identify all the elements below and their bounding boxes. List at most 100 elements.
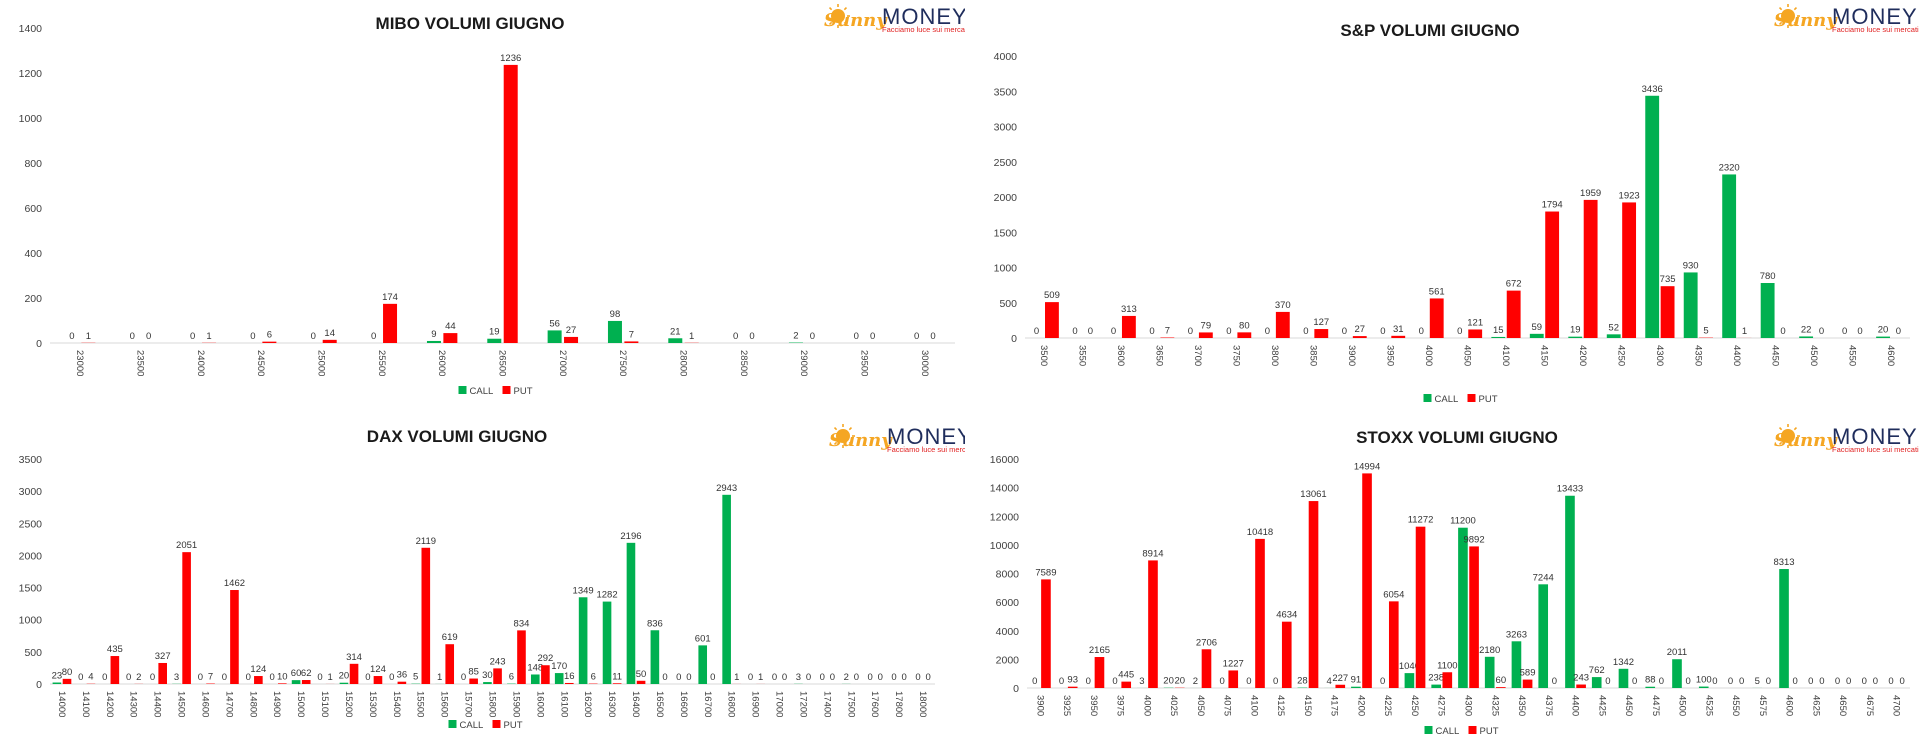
put-bar — [1506, 290, 1521, 338]
put-bar — [1121, 681, 1132, 688]
y-tick-label: 4000 — [994, 51, 1018, 63]
put-bar — [110, 656, 120, 684]
call-value-label: 0 — [854, 331, 859, 342]
call-bar — [1484, 656, 1495, 688]
call-value-label: 2 — [793, 331, 798, 342]
put-bar — [1335, 684, 1346, 688]
x-tick-label: 17500 — [845, 691, 856, 717]
call-value-label: 1282 — [596, 590, 617, 601]
put-value-label: 1 — [206, 331, 211, 342]
call-value-label: 19 — [1570, 325, 1581, 336]
x-tick-label: 4325 — [1489, 695, 1500, 716]
put-bar — [1352, 336, 1367, 338]
chart-panel-dax: DAX VOLUMI GIUGNO Sunny MONEY Facciamo luce… — [0, 410, 975, 756]
put-value-label: 0 — [749, 331, 754, 342]
put-value-label: 0 — [1857, 326, 1862, 337]
call-value-label: 0 — [1888, 676, 1893, 687]
put-bar — [469, 678, 478, 684]
call-value-label: 0 — [246, 672, 251, 683]
x-tick-label: 16800 — [726, 691, 737, 717]
call-value-label: 1040 — [1399, 661, 1420, 672]
x-tick-label: 4025 — [1168, 695, 1179, 716]
put-value-label: 0 — [930, 331, 935, 342]
call-bar — [1591, 677, 1602, 688]
x-tick-label: 16500 — [654, 691, 665, 717]
call-value-label: 0 — [1265, 326, 1270, 337]
put-value-label: 93 — [1067, 675, 1078, 686]
legend-put-label: PUT — [504, 720, 523, 731]
put-bar — [1201, 649, 1212, 688]
call-value-label: 0 — [1219, 676, 1224, 687]
call-bar — [426, 340, 441, 343]
x-tick-label: 4450 — [1623, 695, 1634, 716]
call-value-label: 0 — [1072, 326, 1077, 337]
call-value-label: 11200 — [1450, 516, 1476, 527]
x-tick-label: 4150 — [1302, 695, 1313, 716]
put-value-label: 0 — [878, 672, 883, 683]
put-value-label: 7 — [629, 329, 634, 340]
call-bar — [1672, 659, 1682, 688]
put-value-label: 5 — [1703, 326, 1708, 337]
x-tick-label: 15600 — [439, 691, 450, 717]
call-value-label: 1342 — [1613, 657, 1634, 668]
put-bar — [1362, 473, 1372, 688]
y-tick-label: 4000 — [996, 626, 1020, 638]
call-bar — [602, 601, 612, 684]
put-value-label: 0 — [1739, 676, 1744, 687]
y-tick-label: 0 — [1011, 333, 1017, 345]
put-value-label: 1923 — [1619, 190, 1640, 201]
call-bar — [1431, 684, 1441, 688]
put-value-label: 0 — [854, 672, 859, 683]
x-tick-label: 4475 — [1650, 695, 1661, 716]
call-value-label: 0 — [102, 672, 107, 683]
y-tick-label: 0 — [36, 679, 42, 691]
x-tick-label: 4300 — [1654, 345, 1665, 366]
chart-title: S&P VOLUMI GIUGNO — [1340, 21, 1519, 40]
legend-call-swatch — [1424, 726, 1433, 734]
x-tick-label: 4225 — [1382, 695, 1393, 716]
x-tick-label: 4500 — [1677, 695, 1688, 716]
y-tick-label: 500 — [999, 298, 1017, 310]
put-value-label: 619 — [442, 632, 458, 643]
put-value-label: 0 — [782, 672, 787, 683]
call-bar — [1351, 686, 1361, 688]
put-value-label: 11272 — [1408, 515, 1434, 526]
legend-call-swatch — [458, 386, 467, 394]
y-tick-label: 1500 — [994, 227, 1018, 239]
put-bar — [262, 341, 277, 343]
put-value-label: 85 — [468, 667, 479, 678]
put-bar — [1429, 298, 1444, 338]
x-tick-label: 15100 — [319, 691, 330, 717]
call-value-label: 59 — [1531, 322, 1542, 333]
put-value-label: 80 — [1239, 320, 1250, 331]
x-tick-label: 14400 — [152, 691, 163, 717]
put-value-label: 2051 — [176, 540, 197, 551]
put-value-label: 0 — [1793, 676, 1798, 687]
call-value-label: 28 — [1297, 676, 1308, 687]
chart-title: STOXX VOLUMI GIUGNO — [1356, 428, 1558, 447]
call-value-label: 0 — [1032, 676, 1037, 687]
x-tick-label: 14200 — [104, 691, 115, 717]
x-tick-label: 16100 — [558, 691, 569, 717]
x-tick-label: 14600 — [199, 691, 210, 717]
put-value-label: 7589 — [1035, 567, 1056, 578]
put-bar — [517, 630, 526, 684]
put-bar — [254, 676, 263, 684]
put-bar — [1094, 657, 1105, 688]
put-bar — [322, 339, 337, 343]
call-value-label: 1 — [437, 672, 442, 683]
x-tick-label: 4000 — [1423, 345, 1434, 366]
put-bar — [277, 683, 287, 684]
put-value-label: 20 — [1174, 676, 1185, 687]
x-tick-label: 17000 — [774, 691, 785, 717]
put-value-label: 243 — [490, 656, 506, 667]
x-tick-label: 18000 — [917, 691, 928, 717]
put-value-label: 6054 — [1383, 589, 1404, 600]
y-tick-label: 3500 — [994, 86, 1018, 98]
logo-sunny-text: Sunny — [824, 10, 888, 31]
call-value-label: 2 — [1193, 676, 1198, 687]
call-value-label: 2180 — [1479, 645, 1500, 656]
x-tick-label: 4050 — [1462, 345, 1473, 366]
